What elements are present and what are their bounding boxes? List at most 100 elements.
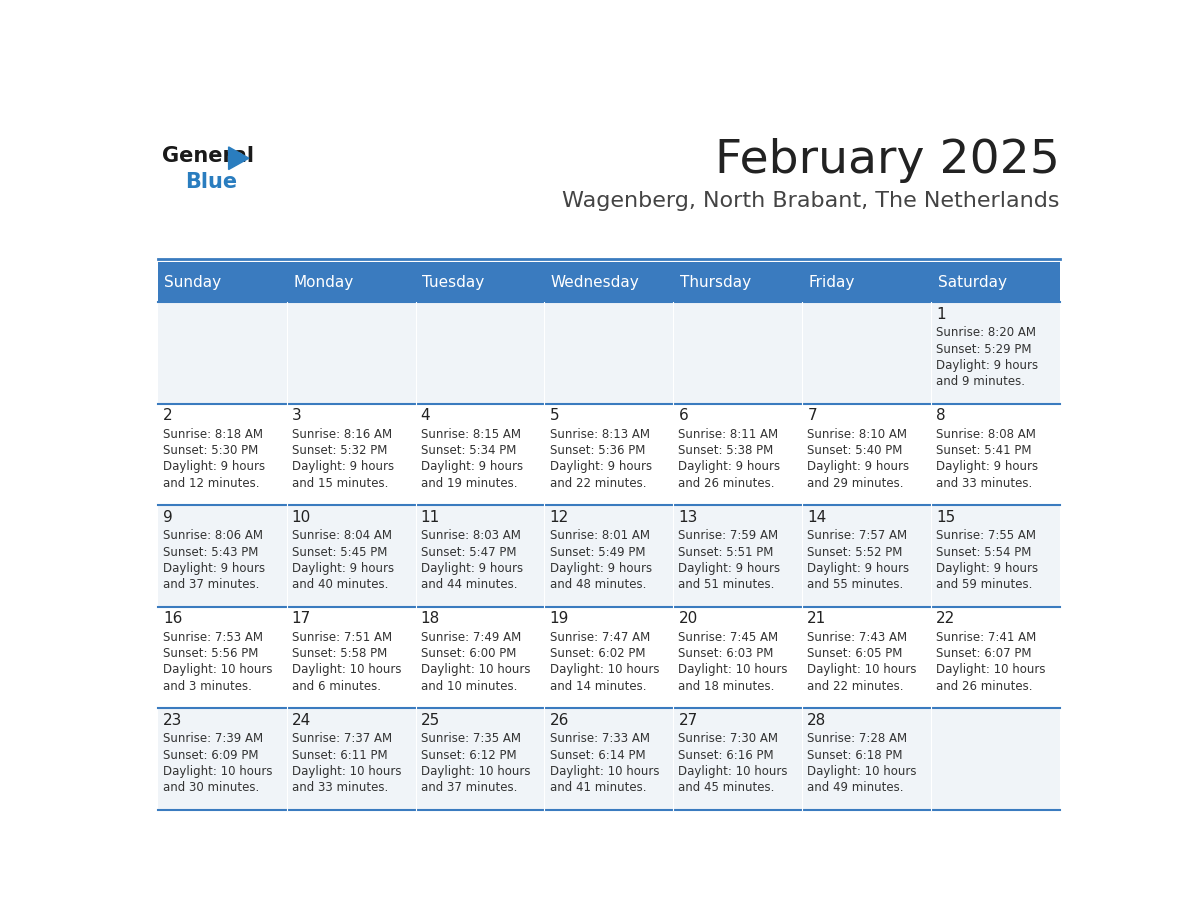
Text: Daylight: 9 hours: Daylight: 9 hours [421,461,523,474]
Text: 7: 7 [808,409,817,423]
Text: 24: 24 [292,712,311,728]
Text: 26: 26 [550,712,569,728]
Text: 2: 2 [163,409,172,423]
Text: Sunset: 5:29 PM: Sunset: 5:29 PM [936,342,1031,355]
Text: 27: 27 [678,712,697,728]
Text: Sunset: 5:45 PM: Sunset: 5:45 PM [292,545,387,559]
Text: 28: 28 [808,712,827,728]
Text: 13: 13 [678,509,697,525]
Text: Daylight: 10 hours: Daylight: 10 hours [292,765,402,778]
Text: Sunrise: 8:13 AM: Sunrise: 8:13 AM [550,428,650,441]
Bar [544,263,674,302]
Text: 8: 8 [936,409,946,423]
Bar [674,506,802,607]
Text: Daylight: 10 hours: Daylight: 10 hours [550,664,659,677]
Text: Sunset: 6:09 PM: Sunset: 6:09 PM [163,749,258,762]
Bar [158,709,286,810]
Text: and 26 minutes.: and 26 minutes. [678,476,775,489]
Text: Sunrise: 7:49 AM: Sunrise: 7:49 AM [421,631,520,644]
Text: Daylight: 10 hours: Daylight: 10 hours [292,664,402,677]
Text: Sunset: 5:43 PM: Sunset: 5:43 PM [163,545,258,559]
Text: Sunrise: 7:35 AM: Sunrise: 7:35 AM [421,733,520,745]
Text: Sunset: 6:12 PM: Sunset: 6:12 PM [421,749,517,762]
Text: Sunset: 6:18 PM: Sunset: 6:18 PM [808,749,903,762]
Text: Sunrise: 7:45 AM: Sunrise: 7:45 AM [678,631,778,644]
Bar [416,506,544,607]
Text: and 55 minutes.: and 55 minutes. [808,578,904,591]
Text: Daylight: 10 hours: Daylight: 10 hours [421,765,530,778]
Text: Sunrise: 8:11 AM: Sunrise: 8:11 AM [678,428,778,441]
Text: Sunset: 6:07 PM: Sunset: 6:07 PM [936,647,1031,660]
Text: and 15 minutes.: and 15 minutes. [292,476,388,489]
Bar [674,302,802,404]
Text: Sunset: 6:03 PM: Sunset: 6:03 PM [678,647,773,660]
Bar [674,709,802,810]
Bar [802,302,931,404]
Text: and 22 minutes.: and 22 minutes. [808,679,904,693]
Bar [158,302,286,404]
Bar [286,263,416,302]
Text: and 29 minutes.: and 29 minutes. [808,476,904,489]
Text: General: General [163,145,254,165]
Text: and 33 minutes.: and 33 minutes. [936,476,1032,489]
Text: 19: 19 [550,611,569,626]
Text: Daylight: 10 hours: Daylight: 10 hours [678,765,788,778]
Text: and 33 minutes.: and 33 minutes. [292,781,388,794]
Text: Sunset: 6:16 PM: Sunset: 6:16 PM [678,749,775,762]
Bar [416,263,544,302]
Text: and 14 minutes.: and 14 minutes. [550,679,646,693]
Bar [286,709,416,810]
Bar [416,709,544,810]
Text: 25: 25 [421,712,440,728]
Text: Sunset: 5:52 PM: Sunset: 5:52 PM [808,545,903,559]
Bar [931,404,1060,506]
Text: 16: 16 [163,611,182,626]
Text: Sunrise: 7:37 AM: Sunrise: 7:37 AM [292,733,392,745]
Text: and 44 minutes.: and 44 minutes. [421,578,517,591]
Text: Sunset: 5:58 PM: Sunset: 5:58 PM [292,647,387,660]
Text: and 37 minutes.: and 37 minutes. [163,578,259,591]
Text: Sunset: 6:11 PM: Sunset: 6:11 PM [292,749,387,762]
Text: 5: 5 [550,409,560,423]
Bar [544,404,674,506]
Text: and 59 minutes.: and 59 minutes. [936,578,1032,591]
Bar [674,607,802,709]
Text: and 37 minutes.: and 37 minutes. [421,781,517,794]
Text: Daylight: 9 hours: Daylight: 9 hours [678,562,781,575]
Text: and 19 minutes.: and 19 minutes. [421,476,517,489]
Bar [158,404,286,506]
Text: Daylight: 10 hours: Daylight: 10 hours [808,765,917,778]
Text: 18: 18 [421,611,440,626]
Bar [931,506,1060,607]
Text: Sunrise: 8:16 AM: Sunrise: 8:16 AM [292,428,392,441]
Text: Friday: Friday [809,274,855,290]
Text: and 3 minutes.: and 3 minutes. [163,679,252,693]
Text: and 9 minutes.: and 9 minutes. [936,375,1025,388]
Text: Sunrise: 8:06 AM: Sunrise: 8:06 AM [163,530,263,543]
Text: Sunset: 5:34 PM: Sunset: 5:34 PM [421,444,516,457]
Text: Daylight: 9 hours: Daylight: 9 hours [163,461,265,474]
Text: Sunset: 5:38 PM: Sunset: 5:38 PM [678,444,773,457]
Text: and 26 minutes.: and 26 minutes. [936,679,1032,693]
Text: Sunset: 5:40 PM: Sunset: 5:40 PM [808,444,903,457]
Text: Sunset: 5:54 PM: Sunset: 5:54 PM [936,545,1031,559]
Text: and 51 minutes.: and 51 minutes. [678,578,775,591]
Text: Daylight: 9 hours: Daylight: 9 hours [550,562,652,575]
Text: Thursday: Thursday [680,274,751,290]
Text: and 18 minutes.: and 18 minutes. [678,679,775,693]
Bar [544,506,674,607]
Text: Daylight: 9 hours: Daylight: 9 hours [678,461,781,474]
Text: Saturday: Saturday [937,274,1006,290]
Bar [158,506,286,607]
Text: 11: 11 [421,509,440,525]
Text: Sunrise: 8:08 AM: Sunrise: 8:08 AM [936,428,1036,441]
Text: Sunset: 6:00 PM: Sunset: 6:00 PM [421,647,516,660]
Bar [802,709,931,810]
Text: 10: 10 [292,509,311,525]
Text: Daylight: 9 hours: Daylight: 9 hours [550,461,652,474]
Bar [931,302,1060,404]
Text: Sunrise: 8:20 AM: Sunrise: 8:20 AM [936,327,1036,340]
Text: 6: 6 [678,409,688,423]
Bar [802,607,931,709]
Bar [416,302,544,404]
